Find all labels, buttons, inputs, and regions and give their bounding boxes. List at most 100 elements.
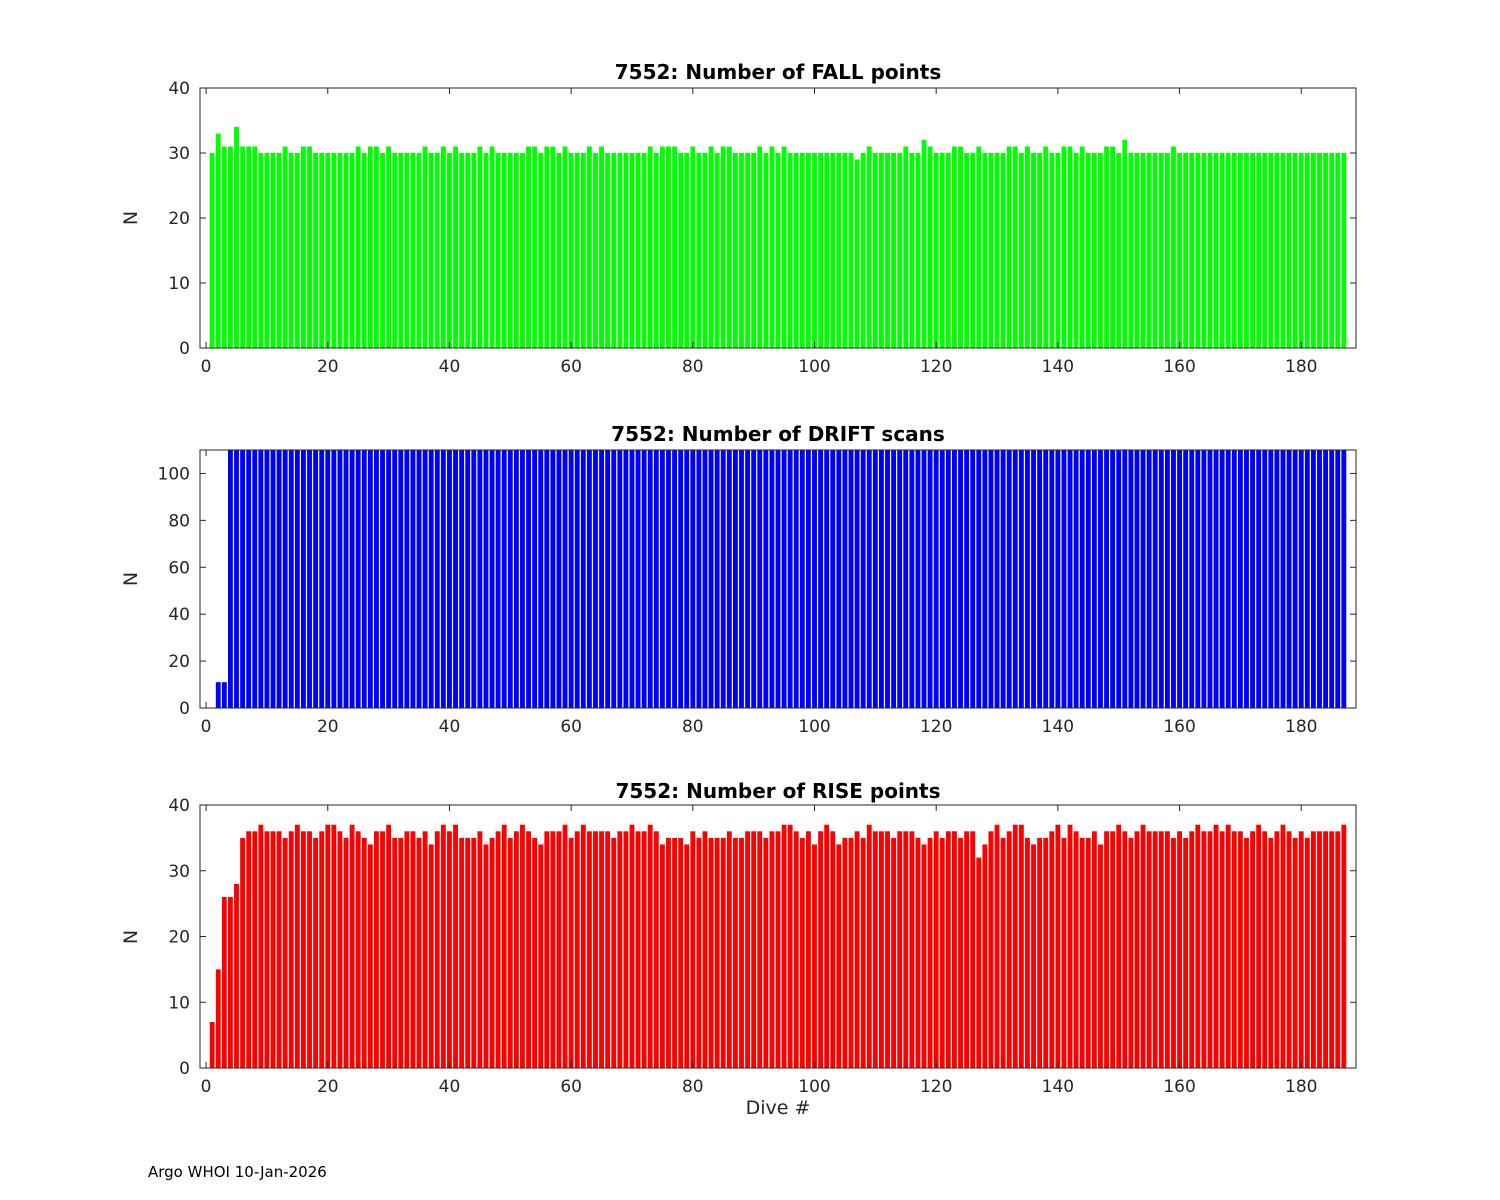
bar — [751, 831, 757, 1068]
bar — [635, 831, 641, 1068]
bar — [574, 153, 580, 348]
bar — [1207, 831, 1213, 1068]
bar — [1061, 450, 1067, 708]
bar — [459, 153, 465, 348]
bar — [301, 146, 306, 348]
bar — [635, 450, 641, 708]
rise-chart-title: 7552: Number of RISE points — [615, 779, 940, 803]
bar — [483, 450, 489, 708]
bar — [799, 450, 805, 708]
bar — [879, 153, 884, 348]
x-tick-label: 160 — [1163, 357, 1195, 377]
x-tick-label: 80 — [682, 717, 704, 737]
bar — [1183, 153, 1189, 348]
bar — [1140, 153, 1146, 348]
bar — [775, 450, 781, 708]
bar — [355, 146, 361, 348]
bar — [891, 837, 897, 1069]
bar — [970, 831, 976, 1068]
bar — [221, 682, 227, 708]
bar — [568, 837, 574, 1069]
y-tick-label: 30 — [168, 144, 190, 164]
bar — [976, 857, 982, 1068]
y-tick-label: 80 — [168, 511, 190, 531]
bar — [830, 450, 836, 708]
bar — [842, 153, 848, 348]
bar — [836, 450, 842, 708]
bar — [434, 450, 440, 708]
bar — [1134, 153, 1140, 348]
bar — [270, 831, 276, 1068]
drift-chart-title: 7552: Number of DRIFT scans — [611, 422, 945, 446]
bar — [696, 153, 702, 348]
bar — [672, 146, 677, 348]
bar — [1274, 831, 1280, 1068]
bar — [714, 153, 720, 348]
y-tick-label: 40 — [168, 79, 190, 99]
bar — [605, 153, 611, 348]
bar — [988, 831, 994, 1068]
bar — [1043, 450, 1049, 708]
bar — [1061, 837, 1067, 1069]
bar — [666, 837, 671, 1069]
bar — [544, 831, 550, 1068]
bar — [1323, 450, 1329, 708]
bar — [477, 831, 483, 1068]
bar — [252, 831, 258, 1068]
bar — [958, 146, 963, 348]
bar — [696, 837, 702, 1069]
bar — [1104, 146, 1109, 348]
bar — [526, 450, 531, 708]
y-tick-label: 30 — [168, 862, 190, 882]
bar — [605, 450, 611, 708]
bar — [641, 831, 647, 1068]
bar — [349, 824, 355, 1068]
bar — [349, 153, 355, 348]
bar — [866, 450, 872, 708]
bar — [428, 450, 434, 708]
bar — [471, 153, 477, 348]
bar — [720, 450, 726, 708]
bar — [933, 153, 939, 348]
bar — [848, 153, 854, 348]
bar — [885, 831, 890, 1068]
bar — [799, 837, 805, 1069]
bar — [982, 450, 988, 708]
bar — [714, 837, 720, 1069]
bar — [702, 153, 708, 348]
bar — [793, 153, 799, 348]
bar — [1298, 831, 1304, 1068]
bar — [1116, 153, 1122, 348]
bar — [1067, 146, 1073, 348]
bar — [872, 153, 878, 348]
bar — [495, 831, 501, 1068]
bar — [854, 159, 860, 348]
bar — [240, 450, 246, 708]
bar — [489, 146, 495, 348]
bar — [708, 837, 714, 1069]
bar — [1055, 824, 1061, 1068]
bar — [343, 837, 349, 1069]
bar — [915, 837, 921, 1069]
bar — [1140, 450, 1146, 708]
bar — [307, 831, 312, 1068]
bar — [781, 450, 787, 708]
bar — [349, 450, 355, 708]
bar — [885, 153, 890, 348]
bar — [1335, 831, 1341, 1068]
x-tick-label: 0 — [201, 717, 212, 737]
bar — [684, 844, 690, 1068]
bar — [246, 146, 252, 348]
bar — [732, 153, 738, 348]
bar — [1164, 153, 1170, 348]
bar — [513, 450, 519, 708]
bar — [1329, 153, 1335, 348]
bar — [1225, 824, 1231, 1068]
bar — [1146, 153, 1152, 348]
bar — [586, 831, 592, 1068]
bar — [465, 450, 471, 708]
bar — [897, 831, 903, 1068]
bar — [921, 450, 927, 708]
bar — [982, 844, 988, 1068]
